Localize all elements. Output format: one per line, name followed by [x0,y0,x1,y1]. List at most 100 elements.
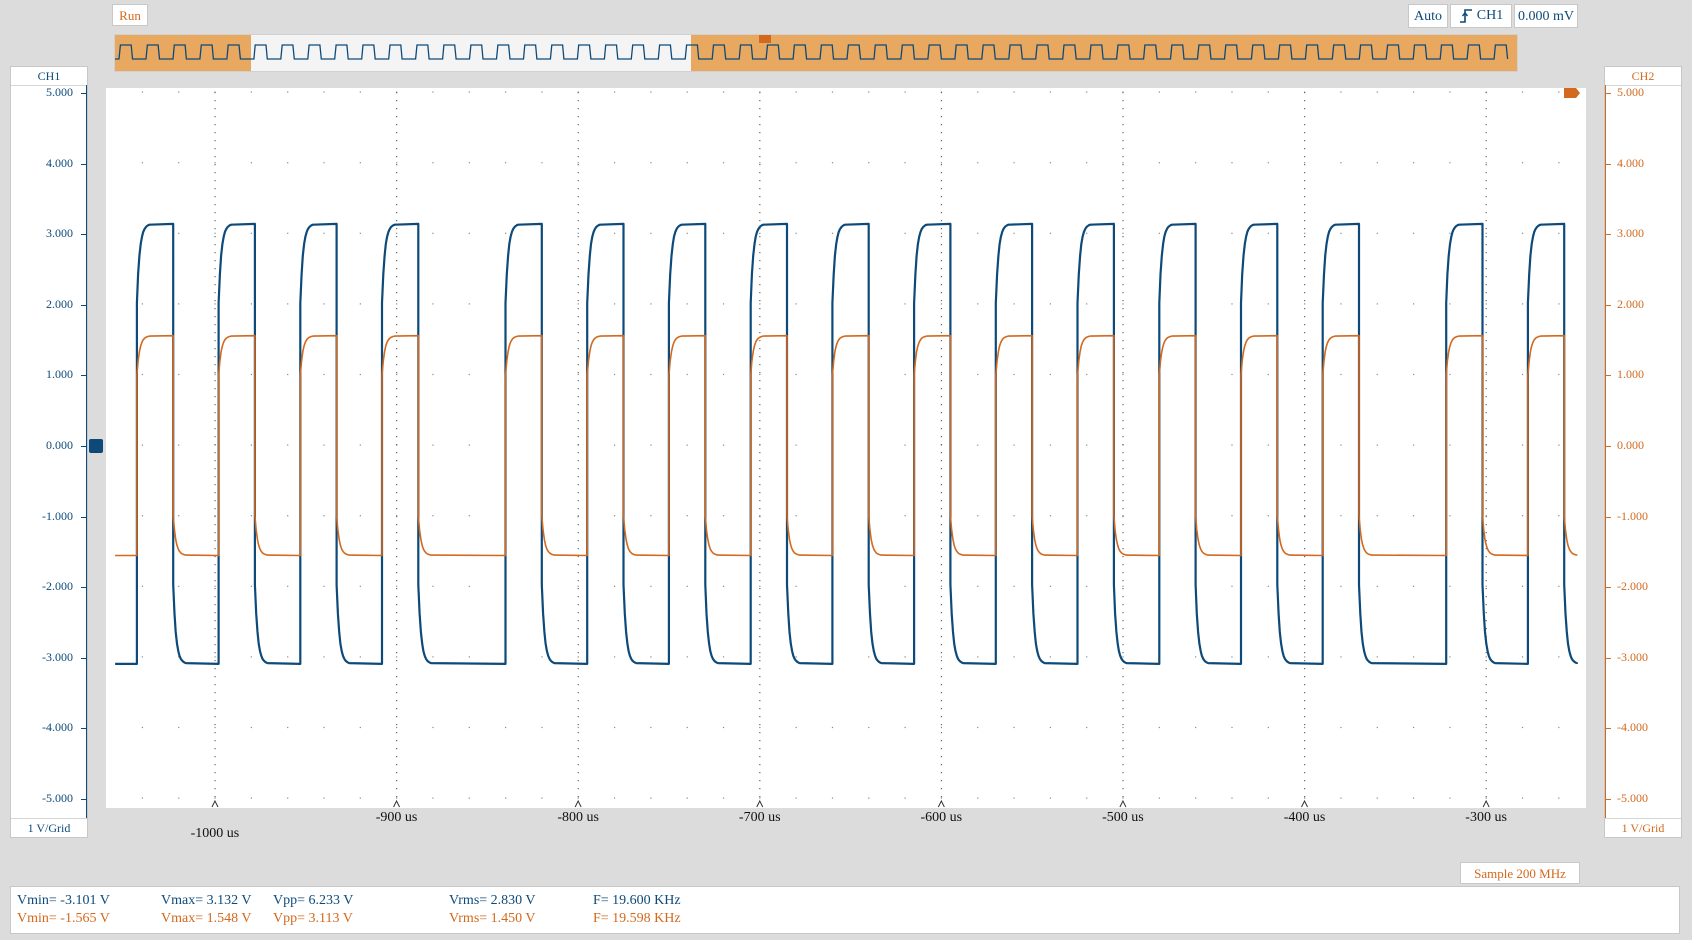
grid-dot [396,516,398,518]
grid-dot [1122,348,1124,350]
grid-dot [141,515,144,517]
grid-dot [432,726,434,729]
grid-dot [759,420,761,422]
grid-dot [759,428,761,430]
grid-dot [468,162,470,164]
grid-dot [795,585,797,587]
grid-dot [1304,516,1306,518]
grid-dot [904,303,906,305]
grid-dot [1304,252,1306,254]
grid-dot [1304,572,1306,574]
grid-dot [1304,388,1306,390]
grid-dot [759,332,761,334]
waveform-overview[interactable] [114,33,1518,72]
grid-dot [359,91,361,93]
grid-dot [1086,726,1088,729]
grid-dot [468,232,470,234]
grid-dot [1449,232,1451,234]
grid-dot [214,108,216,110]
grid-dot [1122,316,1124,318]
grid-dot [1086,162,1088,164]
grid-dot [940,460,943,462]
grid-dot [1158,91,1160,93]
grid-dot [250,91,252,93]
grid-dot [940,324,943,326]
grid-dot [1304,92,1306,94]
grid-dot [577,644,579,646]
grid-dot [1485,668,1487,670]
run-button[interactable]: Run [112,4,148,26]
grid-dot [577,596,579,598]
grid-dot [1267,232,1269,234]
grid-dot [759,236,761,238]
grid-dot [396,572,398,574]
grid-dot [940,652,943,654]
grid-dot [1485,524,1487,526]
grid-dot [214,716,216,718]
ch2-scale-label[interactable]: 1 V/Grid [1605,818,1681,837]
grid-dot [396,412,398,414]
grid-dot [940,300,943,302]
grid-dot [940,284,943,286]
grid-dot [1485,220,1487,222]
grid-dot [577,612,579,614]
grid-dot [432,373,434,376]
grid-dot [1231,726,1233,729]
grid-dot [323,444,325,446]
grid-dot [795,162,797,164]
grid-dot [1485,468,1487,470]
grid-dot [468,585,470,587]
grid-dot [1485,556,1487,558]
grid-dot [1231,373,1233,376]
grid-dot [468,373,470,376]
grid-dot [940,364,943,366]
grid-dot [940,644,943,646]
time-axis-labels: -1000 us -900 us -800 us -700 us -600 us -500… [106,808,1586,844]
tick-label: -5.000 [42,791,73,805]
grid-dot [214,172,216,174]
grid-dot [1376,373,1378,376]
grid-dot [577,164,579,166]
grid-dot [759,585,761,587]
grid-dot [613,373,616,376]
grid-dot [1304,740,1306,742]
grid-dot [1304,332,1306,334]
trigger-mode-button[interactable]: Auto [1408,4,1448,28]
grid-dot [1449,91,1451,93]
grid-dot [1485,156,1487,158]
grid-dot [214,724,216,726]
grid-dot [396,276,398,278]
grid-dot [214,572,216,574]
trigger-source-button[interactable]: CH1 [1450,4,1512,28]
grid-dot [287,162,289,164]
grid-dot [831,726,834,729]
grid-dot [1485,452,1487,454]
grid-dot [831,232,834,234]
grid-dot [759,540,761,542]
grid-dot [1122,460,1124,462]
grid-dot [759,348,761,350]
grid-dot [1304,660,1306,662]
grid-dot [759,452,761,454]
grid-dot [1304,492,1306,494]
ch2-trace [115,334,1578,557]
grid-dot [359,797,361,799]
grid-dot [396,260,398,262]
waveform-plot[interactable] [106,88,1586,808]
ch1-zero-marker[interactable] [89,439,103,453]
grid-dot [323,726,325,729]
ch1-scale-label[interactable]: 1 V/Grid [11,818,87,837]
grid-dot [686,656,688,658]
grid-dot [1267,656,1269,658]
grid-dot [759,188,761,190]
trigger-level-field[interactable]: 0.000 mV [1514,4,1578,28]
grid-dot [250,162,252,164]
grid-dot [577,556,579,558]
grid-dot [178,232,180,234]
grid-dot [396,656,398,658]
grid-dot [1122,380,1124,382]
grid-dot [1485,284,1487,286]
grid-dot [940,756,943,758]
grid-dot [214,708,216,710]
grid-dot [1485,596,1487,598]
